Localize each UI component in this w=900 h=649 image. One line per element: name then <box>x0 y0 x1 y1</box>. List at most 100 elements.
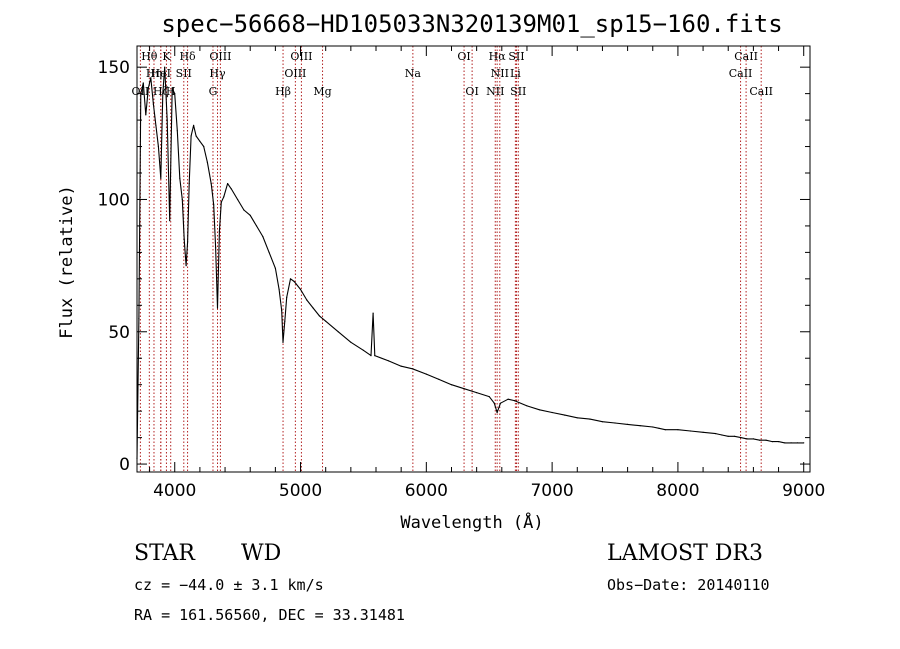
spectral-line-label: Hθ <box>141 50 158 63</box>
data-point <box>499 402 502 404</box>
data-point <box>488 396 490 398</box>
data-point <box>193 124 195 126</box>
data-point <box>203 145 205 148</box>
spectral-line-label: G <box>209 85 218 98</box>
data-point <box>166 119 168 121</box>
spectral-line-label: NII <box>486 85 504 98</box>
data-point <box>601 421 604 423</box>
data-point <box>803 442 805 444</box>
spectral-line-label: Hζ <box>153 85 169 98</box>
data-point <box>169 220 171 222</box>
subclass-label: WD <box>241 541 281 566</box>
data-point <box>142 82 144 84</box>
x-tick-label: 5000 <box>279 481 322 501</box>
data-point <box>526 405 528 407</box>
data-point <box>639 425 641 427</box>
data-point <box>715 433 717 435</box>
data-point <box>138 317 140 320</box>
data-point <box>790 442 792 444</box>
survey-label: LAMOST DR3 <box>607 541 763 566</box>
data-point <box>152 103 154 105</box>
data-point <box>370 355 372 357</box>
spectral-line-label: OI <box>457 50 470 63</box>
data-point <box>759 439 761 441</box>
data-point <box>337 331 339 333</box>
data-point <box>778 441 780 443</box>
data-point <box>299 288 302 290</box>
data-point <box>496 411 498 414</box>
data-point <box>262 235 264 238</box>
data-point <box>374 355 376 357</box>
spectral-line-label: Hα <box>489 50 507 63</box>
data-point <box>274 267 276 269</box>
x-axis-label: Wavelength (Å) <box>400 511 543 533</box>
data-point <box>179 177 181 179</box>
data-point <box>627 423 629 425</box>
spectral-line-label: Na <box>405 67 422 80</box>
data-point <box>284 320 286 322</box>
spectral-line-label: Hβ <box>275 85 291 98</box>
class-label: STAR <box>134 541 196 566</box>
data-point <box>157 145 159 148</box>
data-point <box>350 341 352 343</box>
data-point <box>183 238 185 240</box>
series-line-flux <box>136 66 804 459</box>
data-point <box>372 312 374 314</box>
data-point <box>733 435 736 437</box>
data-point <box>160 177 162 179</box>
spectral-lines <box>139 46 762 472</box>
y-tick-label: 100 <box>98 190 130 210</box>
data-point <box>752 438 755 440</box>
spectral-line-label: Hη <box>146 67 162 80</box>
x-tick-label: 6000 <box>405 481 448 501</box>
data-point <box>237 198 239 201</box>
plot-frame <box>136 45 811 473</box>
data-point <box>721 434 723 436</box>
data-point <box>689 430 692 432</box>
data-point <box>255 225 258 227</box>
data-point <box>746 438 748 440</box>
data-point <box>249 214 251 216</box>
x-tick-label: 4000 <box>153 481 196 501</box>
data-point <box>614 422 616 424</box>
data-point <box>507 398 509 400</box>
data-point <box>740 437 742 439</box>
data-point <box>278 288 280 290</box>
data-point <box>362 349 364 351</box>
spectral-line-label: OIII <box>290 50 312 63</box>
data-point <box>796 442 799 444</box>
series-layer <box>136 66 805 460</box>
x-tick-label: 7000 <box>530 481 573 501</box>
data-point <box>702 431 704 433</box>
y-axis: 0 50 100 150 <box>98 58 810 475</box>
spectral-line-label: CaII <box>734 50 758 63</box>
data-point <box>589 418 591 420</box>
data-point <box>564 414 566 416</box>
data-point <box>216 307 219 309</box>
data-point <box>185 265 187 267</box>
data-point <box>164 66 166 68</box>
data-point <box>199 140 201 142</box>
redshift-label: cz = −44.0 ± 3.1 km/s <box>134 576 324 594</box>
y-tick-label: 50 <box>108 323 130 343</box>
data-point <box>658 427 660 429</box>
data-point <box>388 360 390 362</box>
data-point <box>771 441 773 443</box>
data-point <box>312 307 314 309</box>
data-point <box>174 93 176 95</box>
data-point <box>289 278 292 280</box>
data-point <box>411 368 414 370</box>
data-point <box>306 299 308 301</box>
data-point <box>210 183 212 185</box>
data-point <box>281 310 283 312</box>
coords-label: RA = 161.56560, DEC = 33.31481 <box>134 606 405 624</box>
data-point <box>450 384 453 386</box>
data-point <box>206 161 208 163</box>
data-point <box>727 435 729 437</box>
data-point <box>652 426 654 428</box>
y-axis-label: Flux (relative) <box>57 185 77 339</box>
chart-title: spec−56668−HD105033N320139M01_sp15−160.f… <box>161 10 782 38</box>
x-tick-label: 8000 <box>656 481 699 501</box>
